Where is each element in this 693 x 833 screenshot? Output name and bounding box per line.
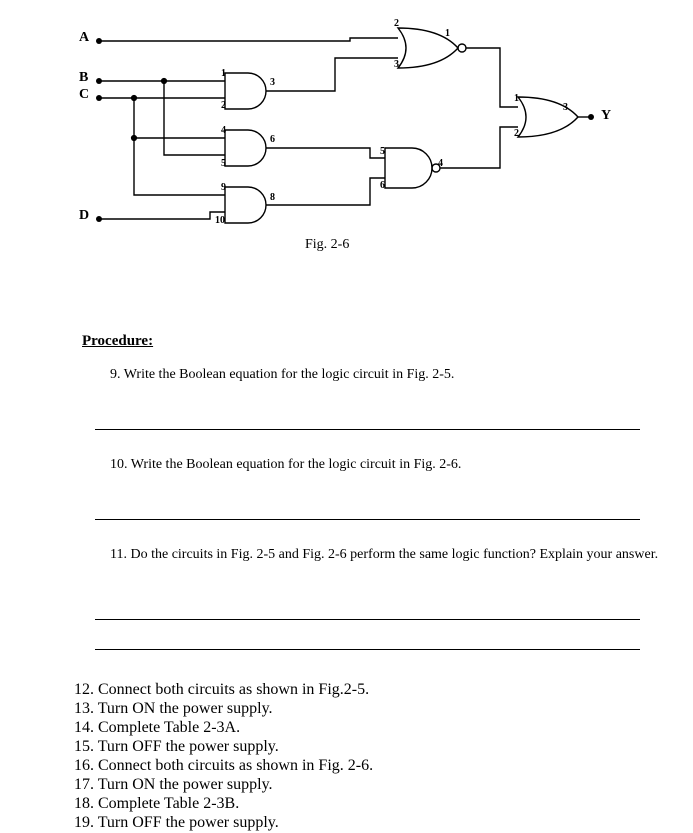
pin-label: 5 — [380, 146, 385, 157]
input-b-dot — [96, 78, 102, 84]
pin-label: 10 — [215, 215, 225, 226]
answer-line — [95, 429, 640, 430]
pin-label: 5 — [221, 158, 226, 169]
pin-label: 3 — [394, 59, 399, 70]
step-15: 15. Turn OFF the power supply. — [74, 737, 279, 757]
pin-label: 4 — [438, 158, 443, 169]
pin-label: 2 — [221, 100, 226, 111]
input-a-label: A — [79, 30, 89, 46]
input-a-dot — [96, 38, 102, 44]
figure-caption: Fig. 2-6 — [305, 237, 349, 253]
answer-line — [95, 619, 640, 620]
step-18: 18. Complete Table 2-3B. — [74, 794, 239, 814]
output-y-label: Y — [601, 108, 611, 124]
procedure-heading: Procedure: — [82, 333, 153, 350]
step-12: 12. Connect both circuits as shown in Fi… — [74, 680, 369, 700]
pin-label: 2 — [514, 128, 519, 139]
pin-label: 3 — [563, 102, 568, 113]
output-y-dot — [588, 114, 594, 120]
input-b-label: B — [79, 70, 88, 86]
page: A B C D Y — [0, 0, 693, 825]
question-10: 10. Write the Boolean equation for the l… — [110, 456, 670, 475]
pin-label: 6 — [380, 180, 385, 191]
input-d-label: D — [79, 208, 89, 224]
circuit-svg — [0, 0, 693, 260]
logic-circuit-diagram: A B C D Y — [0, 0, 693, 265]
step-13: 13. Turn ON the power supply. — [74, 699, 273, 719]
question-11: 11. Do the circuits in Fig. 2-5 and Fig.… — [110, 546, 670, 565]
pin-label: 4 — [221, 125, 226, 136]
question-9: 9. Write the Boolean equation for the lo… — [110, 366, 670, 385]
answer-line — [95, 519, 640, 520]
pin-label: 2 — [394, 18, 399, 29]
step-17: 17. Turn ON the power supply. — [74, 775, 273, 795]
step-19: 19. Turn OFF the power supply. — [74, 813, 279, 833]
pin-label: 8 — [270, 192, 275, 203]
input-c-dot — [96, 95, 102, 101]
answer-line — [95, 649, 640, 650]
pin-label: 1 — [514, 93, 519, 104]
pin-label: 6 — [270, 134, 275, 145]
pin-label: 1 — [221, 68, 226, 79]
step-16: 16. Connect both circuits as shown in Fi… — [74, 756, 373, 776]
pin-label: 9 — [221, 182, 226, 193]
input-d-dot — [96, 216, 102, 222]
pin-label: 1 — [445, 28, 450, 39]
input-c-label: C — [79, 87, 89, 103]
pin-label: 3 — [270, 77, 275, 88]
step-14: 14. Complete Table 2-3A. — [74, 718, 240, 738]
